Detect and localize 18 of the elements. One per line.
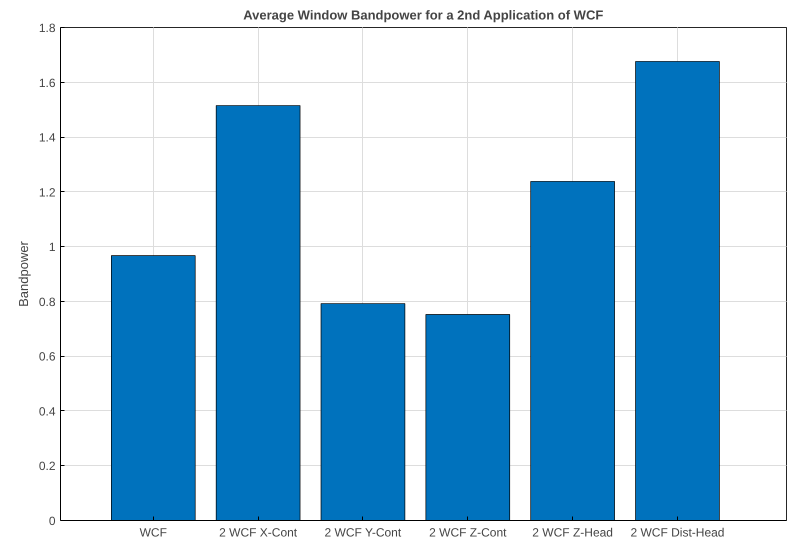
y-axis-title: Bandpower <box>16 240 31 307</box>
x-tick-label: 2 WCF Dist-Head <box>630 526 724 540</box>
y-tick-label: 0.4 <box>38 404 56 418</box>
y-tick-label: 1.4 <box>38 130 56 145</box>
x-tick-label: 2 WCF Z-Head <box>532 526 613 540</box>
y-tick-label: 1.8 <box>38 21 56 35</box>
y-tick-label: 0.6 <box>38 350 56 364</box>
y-tick-label: 1.6 <box>38 76 56 90</box>
chart-title: Average Window Bandpower for a 2nd Application of WCF <box>243 8 604 22</box>
x-tick-label: 2 WCF Z-Cont <box>429 526 508 540</box>
x-tick-label: 2 WCF X-Cont <box>219 526 298 540</box>
y-tick-label: 1.2 <box>38 185 56 200</box>
x-tick-label: 2 WCF Y-Cont <box>324 526 402 540</box>
y-tick-label: 0 <box>48 514 56 528</box>
x-tick-label: WCF <box>140 526 167 540</box>
y-tick-label: 0.8 <box>38 294 56 309</box>
y-tick-label: 1 <box>48 240 56 254</box>
y-tick-label: 0.2 <box>38 459 56 474</box>
